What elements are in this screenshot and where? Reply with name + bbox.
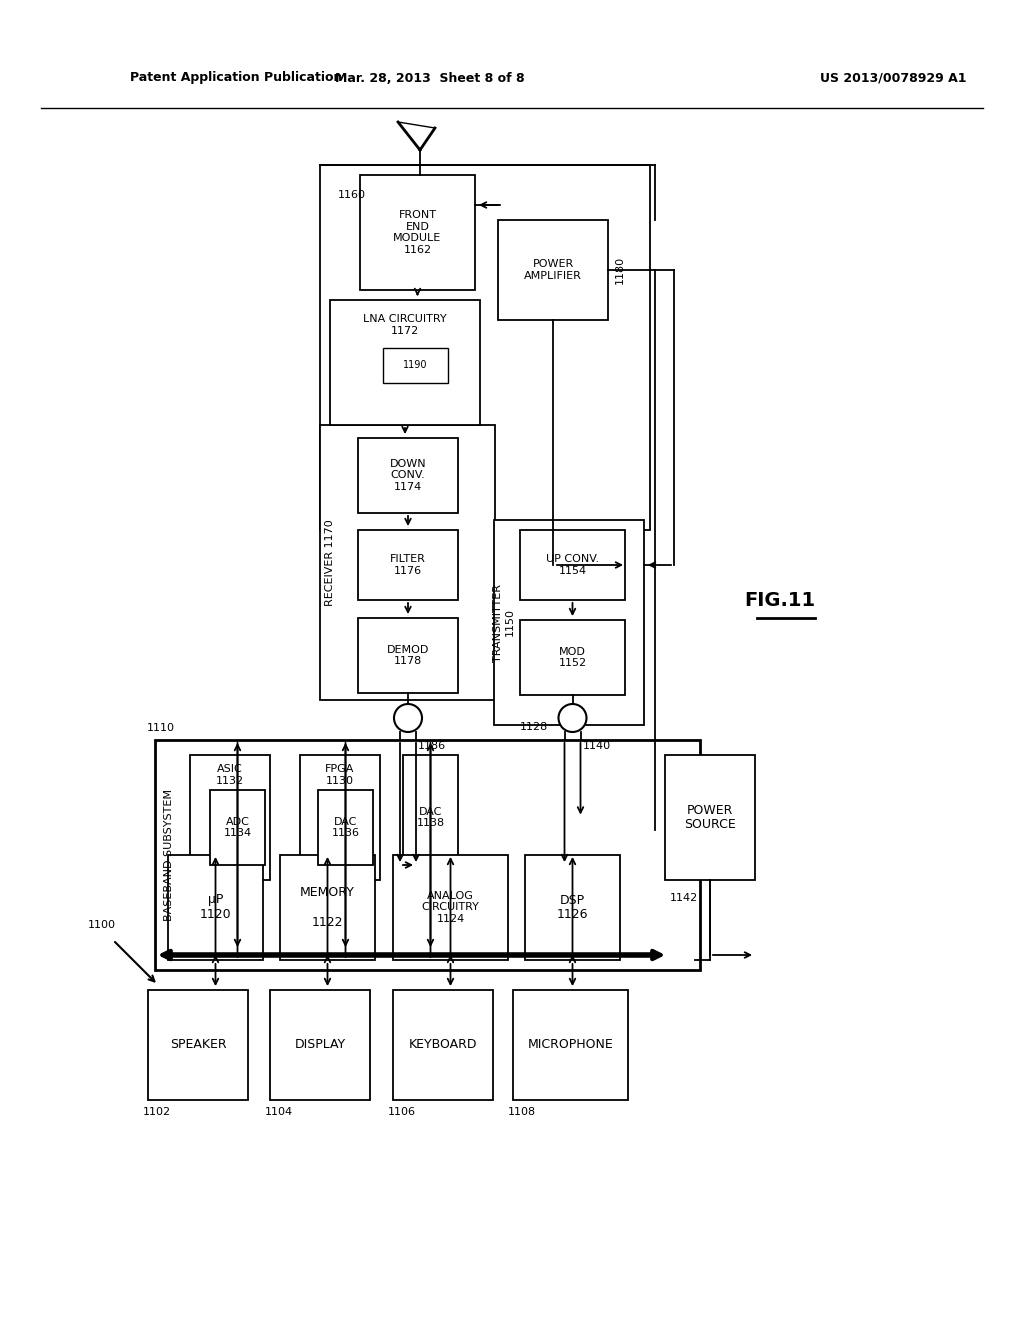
Text: FIG.11: FIG.11	[744, 590, 815, 610]
Text: KEYBOARD: KEYBOARD	[409, 1039, 477, 1052]
Text: 1110: 1110	[147, 723, 175, 733]
Text: POWER
AMPLIFIER: POWER AMPLIFIER	[524, 259, 582, 281]
Text: 1180: 1180	[615, 256, 625, 284]
Text: 1142: 1142	[670, 894, 698, 903]
Text: FPGA
1130: FPGA 1130	[326, 764, 354, 785]
Bar	[525, 855, 620, 960]
Bar	[665, 755, 755, 880]
Text: DEMOD
1178: DEMOD 1178	[387, 644, 429, 667]
Bar	[358, 618, 458, 693]
Bar	[393, 990, 493, 1100]
Text: SPEAKER: SPEAKER	[170, 1039, 226, 1052]
Bar	[270, 990, 370, 1100]
Bar	[319, 165, 650, 531]
Text: 1140: 1140	[583, 741, 610, 751]
Text: DAC
1138: DAC 1138	[417, 807, 444, 829]
Bar	[520, 531, 625, 601]
Text: Mar. 28, 2013  Sheet 8 of 8: Mar. 28, 2013 Sheet 8 of 8	[335, 71, 525, 84]
Bar	[360, 176, 475, 290]
Text: DSP
1126: DSP 1126	[557, 894, 588, 921]
Bar	[513, 990, 628, 1100]
Bar	[280, 855, 375, 960]
Bar	[168, 855, 263, 960]
Bar	[494, 520, 644, 725]
Bar	[319, 425, 495, 700]
Text: 1102: 1102	[143, 1107, 171, 1117]
Bar	[330, 300, 480, 425]
Text: UP CONV.
1154: UP CONV. 1154	[546, 554, 599, 576]
Text: MICROPHONE: MICROPHONE	[527, 1039, 613, 1052]
Text: ASIC
1132: ASIC 1132	[216, 764, 244, 785]
Bar	[383, 348, 449, 383]
Text: DOWN
CONV.
1174: DOWN CONV. 1174	[390, 459, 426, 492]
Bar	[210, 789, 265, 865]
Bar	[403, 755, 458, 880]
Circle shape	[558, 704, 587, 733]
Text: μP
1120: μP 1120	[200, 894, 231, 921]
Text: Patent Application Publication: Patent Application Publication	[130, 71, 342, 84]
Text: DAC
1136: DAC 1136	[332, 817, 359, 838]
Circle shape	[394, 704, 422, 733]
Text: 1128: 1128	[520, 722, 548, 733]
Text: 1160: 1160	[338, 190, 366, 201]
Text: 1186: 1186	[418, 741, 446, 751]
Text: RECEIVER 1170: RECEIVER 1170	[325, 519, 335, 606]
Bar	[148, 990, 248, 1100]
Bar	[155, 741, 700, 970]
Text: MOD
1152: MOD 1152	[558, 647, 587, 668]
Text: ANALOG
CIRCUITRY
1124: ANALOG CIRCUITRY 1124	[422, 891, 479, 924]
Bar	[318, 789, 373, 865]
Bar	[358, 438, 458, 513]
Text: LNA CIRCUITRY
1172: LNA CIRCUITRY 1172	[364, 314, 446, 335]
Text: ADC
1134: ADC 1134	[223, 817, 252, 838]
Bar	[300, 755, 380, 880]
Bar	[190, 755, 270, 880]
Text: POWER
SOURCE: POWER SOURCE	[684, 804, 736, 832]
Text: TRANSMITTER
1150: TRANSMITTER 1150	[494, 583, 515, 661]
Bar	[520, 620, 625, 696]
Bar	[358, 531, 458, 601]
Text: US 2013/0078929 A1: US 2013/0078929 A1	[820, 71, 967, 84]
Text: FRONT
END
MODULE
1162: FRONT END MODULE 1162	[393, 210, 441, 255]
Text: 1190: 1190	[403, 360, 428, 371]
Text: DISPLAY: DISPLAY	[295, 1039, 345, 1052]
Text: 1106: 1106	[388, 1107, 416, 1117]
Bar	[393, 855, 508, 960]
Text: BASEBAND SUBSYSTEM: BASEBAND SUBSYSTEM	[164, 789, 174, 921]
Text: 1108: 1108	[508, 1107, 537, 1117]
Bar	[498, 220, 608, 319]
Text: 1100: 1100	[88, 920, 116, 931]
Text: FILTER
1176: FILTER 1176	[390, 554, 426, 576]
Text: 1104: 1104	[265, 1107, 293, 1117]
Text: MEMORY

1122: MEMORY 1122	[300, 886, 355, 929]
